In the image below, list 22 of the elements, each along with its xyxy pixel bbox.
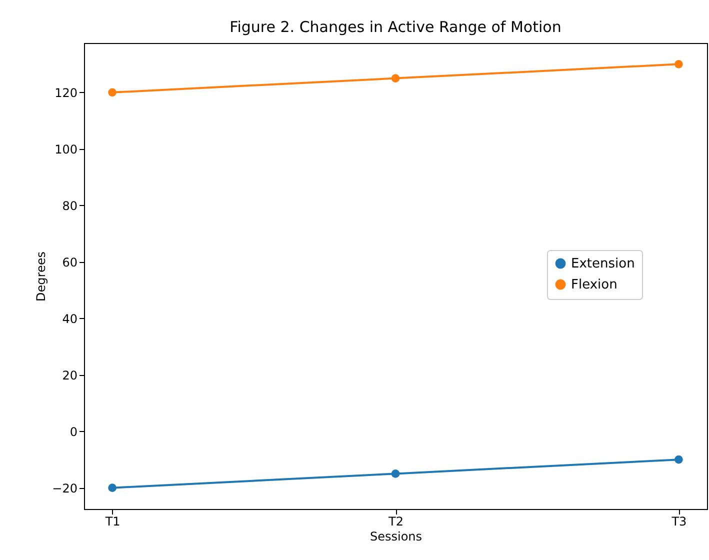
- legend-label: Flexion: [571, 278, 618, 292]
- point: [674, 60, 683, 68]
- y-tick-label: 100: [54, 142, 78, 156]
- point: [391, 470, 400, 478]
- point: [108, 88, 116, 97]
- y-tick-label: 60: [62, 255, 78, 270]
- y-tick-label: 120: [54, 86, 78, 100]
- y-tick-label: 20: [62, 368, 78, 382]
- y-tick-label: −20: [52, 481, 78, 496]
- y-tick-label: 80: [62, 198, 78, 213]
- x-tick-label: T3: [670, 514, 687, 528]
- y-tick-label: 0: [70, 424, 78, 439]
- point: [391, 74, 400, 82]
- y-tick-label: 40: [62, 312, 78, 326]
- legend-label: Extension: [571, 256, 635, 272]
- x-axis-title: Sessions: [370, 530, 422, 544]
- point: [108, 484, 116, 492]
- chart-title: Figure 2. Changes in Active Range of Motion: [230, 18, 562, 36]
- y-axis-title: Degrees: [34, 252, 48, 302]
- x-tick-label: T2: [388, 514, 404, 528]
- point: [674, 455, 683, 464]
- x-tick-label: T1: [104, 514, 120, 528]
